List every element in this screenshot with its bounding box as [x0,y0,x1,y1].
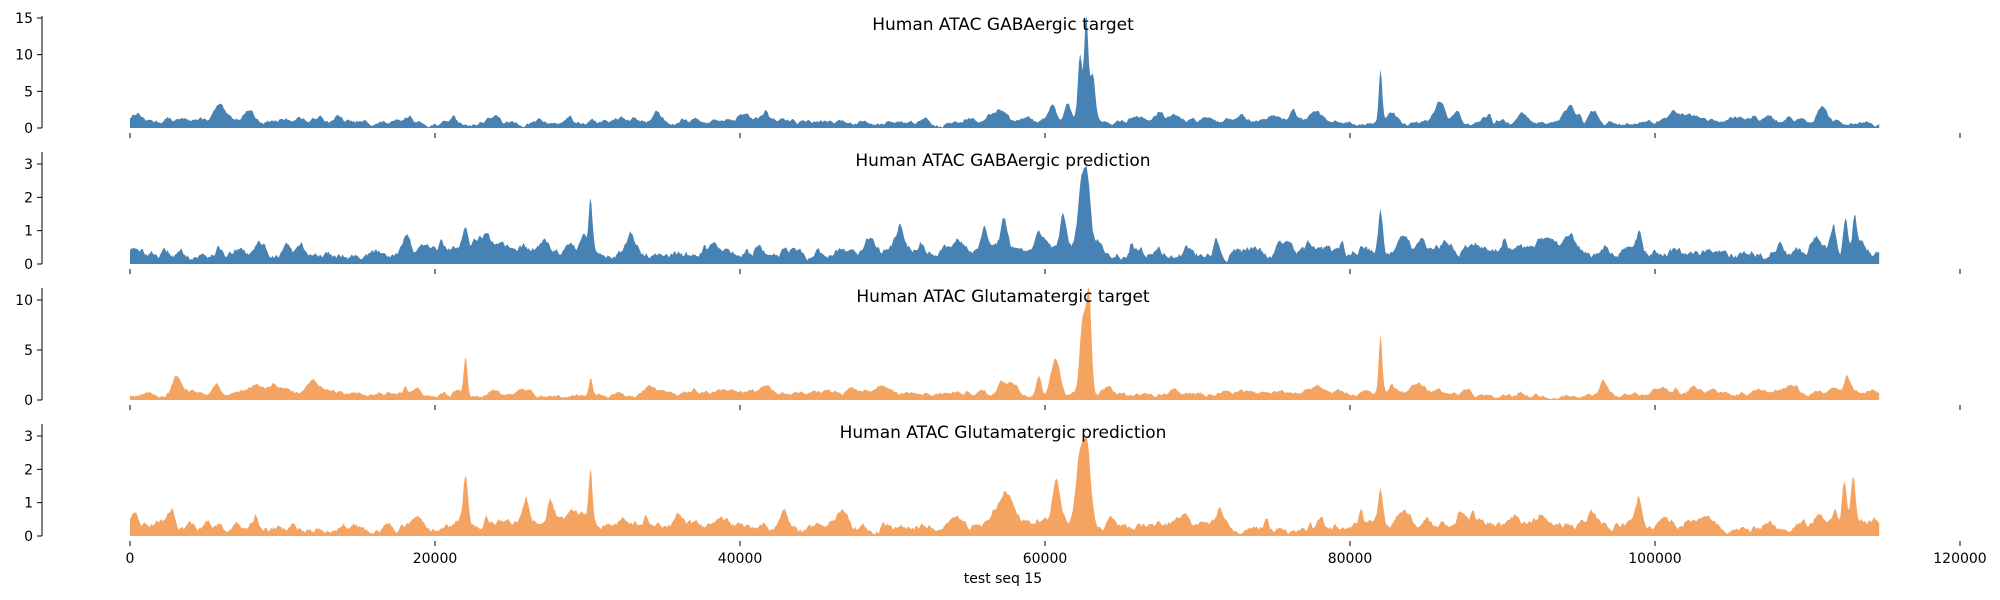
y-tick-label: 5 [24,343,33,359]
panel-title: Human ATAC GABAergic target [872,15,1134,35]
track-panel-1: 0 5 10 15 Human ATAC GABAergic target [15,11,1961,138]
panel-title: Human ATAC GABAergic prediction [855,151,1150,171]
y-tick-label: 2 [24,190,33,206]
panel-title: Human ATAC Glutamatergic target [856,287,1150,307]
x-tick-label: 120000 [1933,551,1986,567]
x-tick-label: 100000 [1628,551,1681,567]
track-panel-3: 0 5 10 Human ATAC Glutamatergic target [15,287,1961,410]
track-area [130,435,1880,536]
track-area [130,287,1880,400]
y-tick-label: 2 [24,462,33,478]
y-tick-label: 0 [24,393,33,409]
y-tick-label: 3 [24,157,33,173]
x-tick-label: 60000 [1023,551,1068,567]
y-tick-label: 1 [24,496,33,512]
y-tick-label: 0 [24,121,33,137]
track-panel-2: 0 1 2 3 Human ATAC GABAergic prediction [24,151,1961,274]
y-tick-label: 0 [24,257,33,273]
track-area [130,165,1880,264]
panel-title: Human ATAC Glutamatergic prediction [840,423,1167,443]
x-tick-label: 80000 [1328,551,1373,567]
x-tick-label: 40000 [718,551,763,567]
y-tick-label: 5 [24,84,33,100]
x-tick-label: 20000 [413,551,458,567]
x-axis-label: test seq 15 [964,571,1042,587]
y-tick-label: 3 [24,429,33,445]
y-tick-label: 10 [15,48,33,64]
y-tick-label: 0 [24,529,33,545]
y-tick-label: 10 [15,293,33,309]
x-tick-label: 0 [126,551,135,567]
y-tick-label: 1 [24,224,33,240]
track-panel-4: 0 1 2 3 0 20000 40000 60000 80000 100000 120000 Hum… [24,423,1987,567]
y-tick-label: 15 [15,11,33,27]
